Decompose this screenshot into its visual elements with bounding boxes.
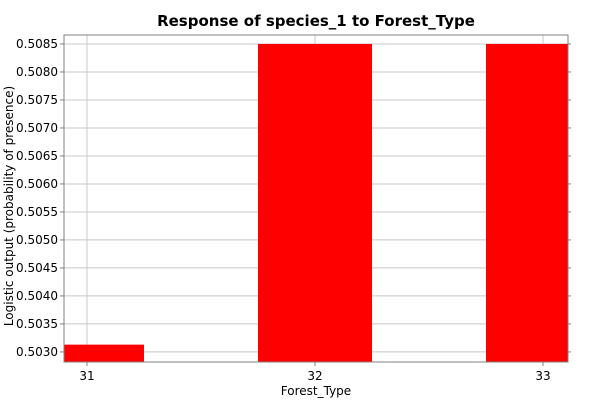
x-axis-ticks: 31 32 33 — [79, 362, 551, 383]
y-tick-label: 0.5085 — [16, 37, 58, 51]
x-axis-label: Forest_Type — [281, 384, 351, 398]
y-tick-label: 0.5050 — [16, 233, 58, 247]
bar-32 — [258, 43, 372, 363]
y-tick-label: 0.5035 — [16, 317, 58, 331]
bar-31 — [64, 344, 144, 362]
y-tick-label: 0.5045 — [16, 261, 58, 275]
plot-frame — [63, 34, 569, 363]
y-tick-label: 0.5075 — [16, 93, 58, 107]
x-tick-label: 31 — [79, 369, 94, 383]
y-tick-label: 0.5080 — [16, 65, 58, 79]
y-tick-label: 0.5060 — [16, 177, 58, 191]
chart-title: Response of species_1 to Forest_Type — [157, 12, 475, 30]
bar-33 — [486, 43, 568, 363]
y-axis-label: Logistic output (probability of presence… — [2, 86, 16, 326]
y-tick-label: 0.5070 — [16, 121, 58, 135]
x-tick-label: 33 — [535, 369, 550, 383]
bars — [64, 43, 568, 363]
y-tick-label: 0.5065 — [16, 149, 58, 163]
y-tick-label: 0.5040 — [16, 289, 58, 303]
x-tick-label: 32 — [307, 369, 322, 383]
y-tick-label: 0.5030 — [16, 345, 58, 359]
y-axis-ticks: 0.5030 0.5035 0.5040 0.5045 0.5050 0.5055 0.50… — [16, 37, 571, 359]
y-tick-label: 0.5055 — [16, 205, 58, 219]
